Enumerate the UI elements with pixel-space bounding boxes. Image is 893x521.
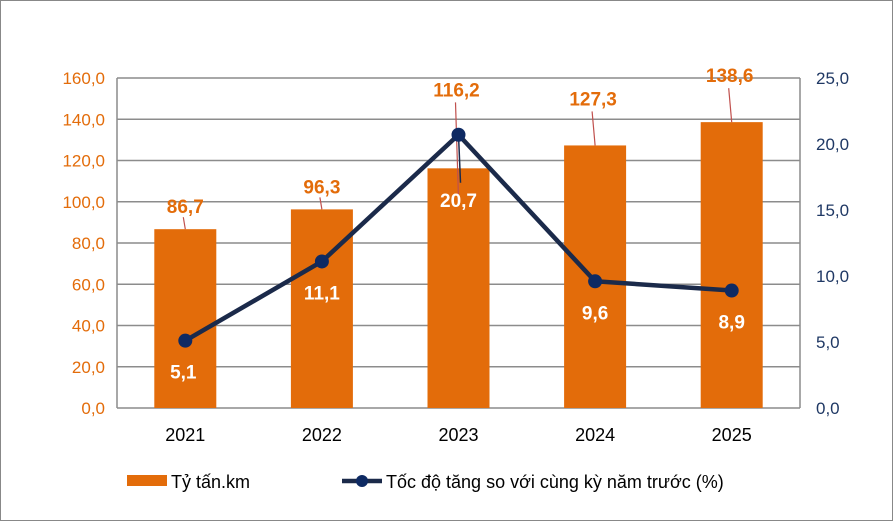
left-axis-tick-label: 140,0: [62, 110, 105, 129]
right-axis-tick-label: 15,0: [816, 201, 849, 220]
x-axis-tick-label: 2025: [712, 425, 752, 445]
bar: [427, 168, 490, 408]
legend-bar-label: Tỷ tấn.km: [171, 472, 250, 492]
left-axis-tick-label: 40,0: [72, 317, 105, 336]
bar-data-label: 96,3: [303, 177, 340, 198]
left-axis-tick-label: 20,0: [72, 358, 105, 377]
legend-bar-swatch: [127, 475, 167, 486]
left-axis-tick-label: 160,0: [62, 69, 105, 88]
line-marker: [724, 283, 739, 298]
bar: [700, 122, 763, 408]
line-data-label: 5,1: [170, 363, 197, 384]
legend-line-marker: [356, 475, 368, 487]
right-axis-tick-label: 10,0: [816, 267, 849, 286]
line-data-label: 9,6: [582, 303, 608, 324]
line-data-label: 11,1: [304, 283, 340, 304]
x-axis-tick-label: 2023: [438, 425, 478, 445]
bar-data-label: 127,3: [569, 89, 617, 110]
bar-label-leader: [454, 102, 460, 199]
left-axis-tick-label: 100,0: [62, 193, 105, 212]
right-axis-tick-label: 5,0: [816, 333, 840, 352]
right-axis-tick-label: 25,0: [816, 69, 849, 88]
x-axis-tick-label: 2022: [302, 425, 342, 445]
right-axis-tick-label: 20,0: [816, 135, 849, 154]
bar-label-leader: [182, 217, 186, 230]
left-axis-tick-label: 120,0: [62, 152, 105, 171]
right-axis-tick-label: 0,0: [816, 399, 840, 418]
line-label-leader: [457, 134, 462, 183]
bar-label-leader: [591, 111, 596, 146]
line-marker: [178, 333, 193, 348]
bar-data-label: 116,2: [433, 80, 480, 101]
line-marker: [451, 127, 466, 142]
bar: [154, 229, 217, 408]
line-marker: [314, 254, 329, 269]
bar-label-leader: [319, 197, 323, 210]
bar-data-label: 138,6: [706, 66, 754, 87]
line-data-label: 20,7: [440, 191, 477, 212]
x-axis-tick-label: 2021: [165, 425, 205, 445]
x-axis-tick-label: 2024: [575, 425, 615, 445]
left-axis-tick-label: 0,0: [81, 399, 105, 418]
left-axis-tick-label: 60,0: [72, 275, 105, 294]
line-data-label: 8,9: [718, 313, 744, 334]
left-axis-tick-label: 80,0: [72, 234, 105, 253]
bar-data-label: 86,7: [167, 197, 204, 218]
legend-line-label: Tốc độ tăng so với cùng kỳ năm trước (%): [386, 472, 724, 492]
line-marker: [588, 274, 603, 289]
bar-label-leader: [728, 88, 733, 123]
